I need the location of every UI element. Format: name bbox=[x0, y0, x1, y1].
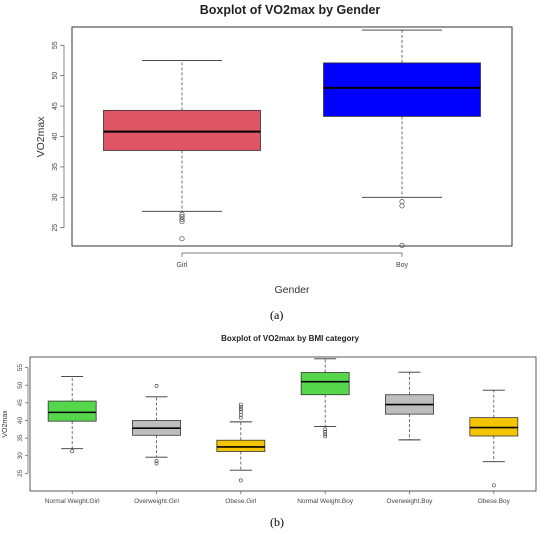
chart-b-outlier bbox=[491, 483, 496, 488]
chart-a-box bbox=[323, 62, 481, 117]
chart-a-xlabel: Gender bbox=[274, 284, 310, 296]
chart-a-outlier bbox=[179, 216, 185, 222]
chart-b-y-tick-label: 50 bbox=[17, 381, 24, 389]
chart-b-plot-frame bbox=[29, 356, 537, 492]
chart-b-outlier bbox=[238, 405, 243, 409]
chart-a-outlier bbox=[179, 219, 185, 225]
chart-b-y-tick-label: 55 bbox=[17, 364, 24, 372]
chart-b-x-tick-label: Overweight.Girl bbox=[134, 498, 179, 505]
chart-b-outlier bbox=[154, 459, 159, 463]
chart-b-outlier bbox=[323, 432, 328, 437]
chart-b-box bbox=[300, 372, 350, 396]
panel-a-label: (a) bbox=[270, 308, 284, 322]
chart-a-box bbox=[103, 109, 261, 151]
chart-b-x-tick-label: Normal Weight.Boy bbox=[297, 498, 354, 505]
chart-a-y-tick-label: 50 bbox=[52, 72, 59, 80]
chart-b-x-axis: Normal Weight.Girl Overweight.Girl Obese.G… bbox=[45, 490, 511, 505]
chart-b-boxes bbox=[47, 358, 519, 488]
chart-a-y-tick-label: 45 bbox=[52, 102, 59, 110]
chart-b-outlier bbox=[238, 478, 243, 483]
chart-b-outlier bbox=[238, 407, 243, 412]
chart-a-title: Boxplot of VO2max by Gender bbox=[200, 3, 381, 17]
chart-a: Boxplot of VO2max by Gender 25 30 35 40 45 50… bbox=[35, 3, 513, 296]
chart-a-x-tick-label: Boy bbox=[396, 262, 409, 269]
chart-a-x-axis: Girl Boy bbox=[177, 252, 409, 269]
chart-b-box bbox=[216, 439, 266, 452]
chart-a-outlier bbox=[179, 236, 185, 242]
chart-a-y-tick-label: 40 bbox=[52, 133, 59, 141]
chart-a-y-tick-label: 30 bbox=[52, 193, 59, 201]
chart-b-outlier bbox=[323, 427, 328, 432]
chart-a-outlier bbox=[179, 211, 185, 217]
chart-b-ylabel: VO2max bbox=[2, 410, 9, 438]
chart-b-x-tick-label: Obese.Girl bbox=[225, 498, 257, 505]
chart-b: Boxplot of VO2max by BMI category 25 30 35… bbox=[2, 334, 537, 505]
chart-a-plot-frame bbox=[71, 26, 513, 247]
chart-a-y-tick-label: 25 bbox=[52, 224, 59, 232]
chart-b-x-tick-label: Obese.Boy bbox=[478, 498, 511, 505]
chart-b-outlier bbox=[238, 415, 243, 420]
chart-b-outlier bbox=[238, 402, 243, 407]
chart-b-x-tick-label: Overweight.Boy bbox=[387, 498, 434, 505]
chart-a-outlier bbox=[399, 203, 405, 209]
chart-a-x-tick-label: Girl bbox=[177, 262, 188, 269]
chart-b-y-tick-label: 25 bbox=[17, 469, 24, 477]
chart-b-y-tick-label: 40 bbox=[17, 416, 24, 424]
chart-b-outlier bbox=[323, 429, 328, 434]
chart-b-box bbox=[47, 400, 97, 422]
chart-a-y-tick-label: 35 bbox=[52, 163, 59, 171]
chart-a-y-axis: 25 30 35 40 45 50 55 bbox=[52, 41, 65, 232]
chart-a-outlier bbox=[179, 214, 185, 220]
chart-a-outlier bbox=[399, 199, 405, 205]
chart-b-outlier bbox=[154, 461, 159, 466]
chart-a-y-tick-label: 55 bbox=[52, 41, 59, 49]
chart-a-boxes bbox=[103, 29, 481, 248]
chart-b-y-tick-label: 45 bbox=[17, 399, 24, 407]
chart-b-y-tick-label: 35 bbox=[17, 434, 24, 442]
panel-b-label: (b) bbox=[270, 515, 284, 529]
chart-b-y-tick-label: 30 bbox=[17, 452, 24, 460]
chart-b-x-tick-label: Normal Weight.Girl bbox=[45, 498, 100, 505]
chart-b-outlier bbox=[238, 412, 243, 417]
chart-b-title: Boxplot of VO2max by BMI category bbox=[221, 334, 359, 343]
chart-b-outlier bbox=[70, 449, 75, 454]
chart-b-outlier bbox=[323, 434, 328, 439]
chart-a-ylabel: VO2max bbox=[35, 116, 47, 158]
chart-b-outlier bbox=[154, 384, 159, 388]
chart-b-y-axis: 25 30 35 40 45 50 55 bbox=[17, 364, 29, 477]
chart-a-outlier bbox=[399, 242, 405, 248]
